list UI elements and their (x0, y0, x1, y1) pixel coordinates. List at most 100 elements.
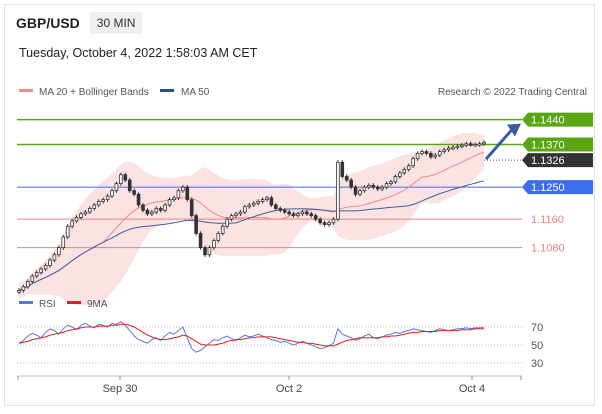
candle (17, 288, 21, 295)
candle (225, 217, 229, 229)
candle (243, 204, 247, 215)
candle (145, 208, 150, 216)
rsi-ma-legend-label: 9MA (87, 299, 108, 310)
candle (158, 206, 163, 213)
candle (296, 211, 300, 218)
credit-label: Research © 2022 Trading Central (438, 87, 587, 98)
candle (473, 142, 477, 147)
candle (340, 160, 345, 179)
x-tick-label: Oct 4 (459, 383, 485, 395)
candle (110, 188, 114, 199)
candle (420, 149, 424, 156)
candle (265, 195, 269, 202)
rsi-tick-label: 30 (531, 358, 543, 370)
candle (269, 195, 274, 208)
candle (460, 143, 464, 149)
candle (247, 202, 252, 209)
candle (278, 206, 283, 213)
candle (114, 181, 119, 193)
candle (442, 147, 446, 154)
candle (212, 238, 216, 250)
chart-header: GBP/USD 30 MIN (16, 12, 143, 34)
candle (189, 197, 194, 218)
candle (167, 197, 172, 208)
candle (380, 185, 384, 192)
candle (92, 202, 97, 211)
candle (185, 185, 190, 202)
candle (309, 211, 314, 218)
candle (375, 185, 380, 192)
rsi-ma-legend-swatch (67, 301, 81, 304)
rsi-tick-label: 70 (531, 322, 543, 334)
candle (74, 215, 79, 224)
candle (349, 177, 353, 190)
candle (433, 153, 438, 160)
level-label-1.1250: 1.1250 (531, 182, 565, 194)
candle (477, 141, 482, 147)
level-label-1.1080: 1.1080 (531, 243, 565, 255)
candle (260, 197, 265, 204)
candle (446, 145, 451, 152)
ma50-legend-label: MA 50 (181, 87, 210, 98)
level-label-1.1160: 1.1160 (531, 214, 564, 226)
candle (393, 174, 398, 184)
candle (136, 192, 141, 208)
candle (437, 149, 442, 158)
candle (468, 141, 473, 147)
candle (256, 199, 260, 206)
candle (358, 188, 362, 197)
candle (455, 144, 460, 150)
candle (234, 211, 238, 218)
candle (415, 151, 420, 161)
level-label-1.1326: 1.1326 (531, 155, 565, 167)
forecast-arrow-shaft (484, 128, 514, 161)
symbol-label: GBP/USD (16, 15, 80, 31)
level-tag-1.1370 (522, 137, 593, 152)
candle (464, 141, 469, 148)
candle (101, 197, 105, 204)
candle (406, 163, 411, 172)
candle (344, 174, 349, 183)
x-tick-label: Oct 2 (276, 383, 302, 395)
candle (119, 172, 123, 186)
candle (402, 167, 407, 176)
candle (70, 218, 74, 229)
rsi-legend-swatch (19, 301, 33, 304)
candle (198, 231, 203, 250)
candle (291, 211, 296, 218)
rsi-line (18, 320, 485, 353)
candle (52, 252, 57, 263)
candle (216, 231, 221, 243)
level-tag-1.1326 (522, 153, 593, 168)
candle (83, 209, 88, 216)
candle (229, 213, 234, 222)
candle (61, 234, 66, 250)
candle (353, 185, 358, 197)
candle (362, 185, 367, 193)
candle (194, 213, 198, 236)
candle (274, 202, 278, 211)
candle (163, 202, 167, 213)
rsi-ma-line (18, 323, 484, 347)
level-tag-1.1250 (522, 180, 593, 195)
candle (429, 151, 433, 160)
candle (181, 185, 185, 193)
timestamp: Tuesday, October 4, 2022 1:58:03 AM CET (19, 46, 258, 60)
candle (367, 183, 371, 190)
candle (203, 245, 207, 257)
ma50-line (18, 180, 485, 291)
candle (287, 209, 291, 216)
candle (331, 217, 336, 225)
candle (172, 195, 176, 202)
candle (251, 201, 256, 208)
candle (384, 181, 389, 190)
candle (39, 266, 43, 275)
candle (21, 284, 26, 293)
timeframe-badge[interactable]: 30 MIN (89, 12, 143, 34)
candle (141, 202, 145, 213)
candle (238, 209, 243, 216)
ma50-legend-swatch (160, 89, 174, 92)
candle (30, 273, 35, 284)
candle (79, 211, 83, 220)
level-label-1.1440: 1.1440 (531, 115, 565, 127)
